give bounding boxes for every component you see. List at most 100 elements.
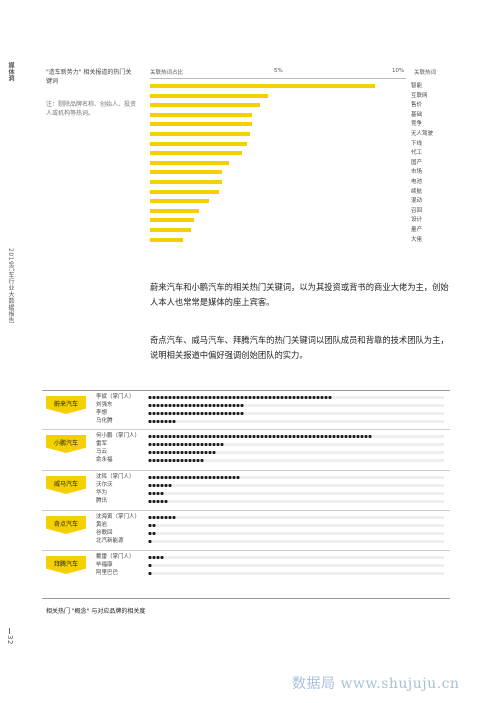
relevance-track (148, 412, 444, 415)
person-row: 俞永福 (96, 457, 450, 464)
person-row: 腾讯 (96, 498, 450, 505)
relevance-track (148, 404, 444, 407)
keyword-bar (150, 132, 250, 136)
axis-tick-right: 10% (392, 68, 405, 74)
relevance-dots (148, 531, 156, 536)
group-divider (42, 429, 450, 430)
person-name: 腾讯 (96, 498, 108, 504)
person-name: 沃尔沃 (96, 482, 113, 488)
bar-row: 代工 (146, 149, 452, 158)
chart-note-subtitle: 注：剔除品牌名称、创始人、投资人或机构等热词。 (46, 101, 137, 117)
keyword-label: 智能 (411, 83, 423, 89)
person-row: 沈海寅（掌门人） (96, 514, 450, 521)
relevance-track (148, 564, 444, 567)
person-name: 何小鹏（掌门人） (96, 433, 141, 439)
person-name: 毕福康 (96, 562, 113, 568)
keyword-label: 设计 (411, 217, 423, 224)
relevance-track (148, 532, 444, 535)
keyword-bar (150, 151, 243, 156)
relevance-dots (148, 475, 240, 480)
brand-group: 拜腾汽车 戴雷（掌门人） 毕福康 阿里巴巴 (42, 554, 450, 590)
person-name: 马云 (96, 449, 108, 455)
paragraph-nio-xpeng: 蔚来汽车和小鹏汽车的相关热门关键词，以为其投资或背书的商业大佬为主，创始人本人也… (150, 282, 449, 307)
keyword-bar (150, 84, 376, 88)
relevance-dots (148, 555, 164, 560)
person-name: 李斌（掌门人） (96, 394, 135, 400)
relevance-track (148, 492, 444, 495)
brand-group: 奇点汽车 沈海寅（掌门人） 黄岩 谷歌回 北汽新能源 (42, 514, 450, 550)
relevance-dots (148, 515, 176, 520)
table-top-rule (42, 390, 450, 391)
group-divider (42, 550, 450, 551)
keyword-label: 基础 (411, 111, 423, 118)
relevance-track (148, 451, 444, 454)
bar-row: 设计 (146, 216, 452, 225)
person-row: 毕福康 (96, 562, 450, 569)
bar-row: 市场 (146, 168, 452, 177)
bar-row: 无人驾驶 (146, 130, 452, 139)
keyword-label: 电池 (411, 179, 423, 185)
relevance-track (148, 540, 444, 543)
bar-row: 基础 (146, 111, 452, 120)
relevance-track (148, 572, 444, 575)
person-row: 戴雷（掌门人） (96, 554, 450, 561)
axis-left-label: 关联热词占比 (150, 70, 184, 76)
person-row: 李想 (96, 410, 450, 417)
chart-note-title: "造车新势力" 相关报道的热门关键词 (46, 69, 132, 85)
keyword-label: 代工 (411, 150, 423, 157)
keyword-bar (150, 93, 268, 98)
person-name: 戴雷（掌门人） (96, 554, 135, 560)
relevance-dots (148, 523, 156, 528)
relevance-dots (148, 434, 372, 439)
bar-row: 竞争 (146, 120, 452, 129)
keyword-bar (150, 199, 209, 204)
keyword-bar (150, 122, 253, 127)
section-label: 媒体洞 (7, 62, 14, 82)
keyword-bar (150, 208, 199, 213)
keyword-label: 国产 (411, 159, 423, 166)
relevance-dots (148, 563, 152, 568)
relevance-dots (148, 419, 176, 424)
bar-row: 大佬 (146, 236, 452, 245)
keyword-label: 量产 (411, 227, 423, 233)
keyword-bar (150, 141, 248, 146)
bar-row: 国产 (146, 159, 452, 168)
keyword-label: 售价 (411, 102, 423, 109)
relevance-dots (148, 442, 224, 447)
person-name: 北汽新能源 (96, 538, 124, 544)
relevance-track (148, 420, 444, 423)
person-name: 黄岩 (96, 522, 108, 528)
person-name: 沈海寅（掌门人） (96, 514, 141, 520)
page-number-rule (9, 628, 10, 634)
axis-line (150, 78, 406, 79)
paragraph-singulato-weltmeister-byton: 奇点汽车、威马汽车、拜腾汽车的热门关键词以团队成员和背靠的技术团队为主，说明相关… (150, 335, 449, 360)
keyword-label: 续航 (411, 188, 423, 195)
person-name: 李想 (96, 410, 108, 416)
bar-row: 续航 (146, 188, 452, 197)
bar-row: 智能 (146, 82, 452, 91)
axis-tick-mid: 5% (274, 68, 283, 74)
relevance-track (148, 556, 444, 559)
watermark-text: 数据局 www.shujuju.cn (292, 676, 460, 692)
person-row: 北汽新能源 (96, 538, 450, 545)
keyword-bar (150, 103, 261, 108)
relevance-dots (148, 483, 172, 488)
bar-row: 量产 (146, 226, 452, 235)
page-number: 32 (6, 635, 14, 645)
person-row: 谷歌回 (96, 530, 450, 537)
relevance-track (148, 524, 444, 527)
relevance-track (148, 459, 444, 462)
bar-row: 互联网 (146, 92, 452, 101)
keyword-bar (150, 218, 194, 223)
person-row: 马化腾 (96, 418, 450, 425)
brand-group: 蔚来汽车 李斌（掌门人） 刘强东 李想 马化腾 (42, 394, 450, 430)
person-row: 沃尔沃 (96, 482, 450, 489)
relevance-dots (148, 450, 216, 455)
brand-tag: 拜腾汽车 (46, 556, 86, 574)
person-row: 刘强东 (96, 402, 450, 409)
keyword-label: 召回 (411, 207, 423, 214)
relevance-track (148, 516, 444, 519)
keyword-bar (150, 180, 222, 184)
person-row: 马云 (96, 449, 450, 456)
brand-tag: 威马汽车 (46, 476, 86, 494)
